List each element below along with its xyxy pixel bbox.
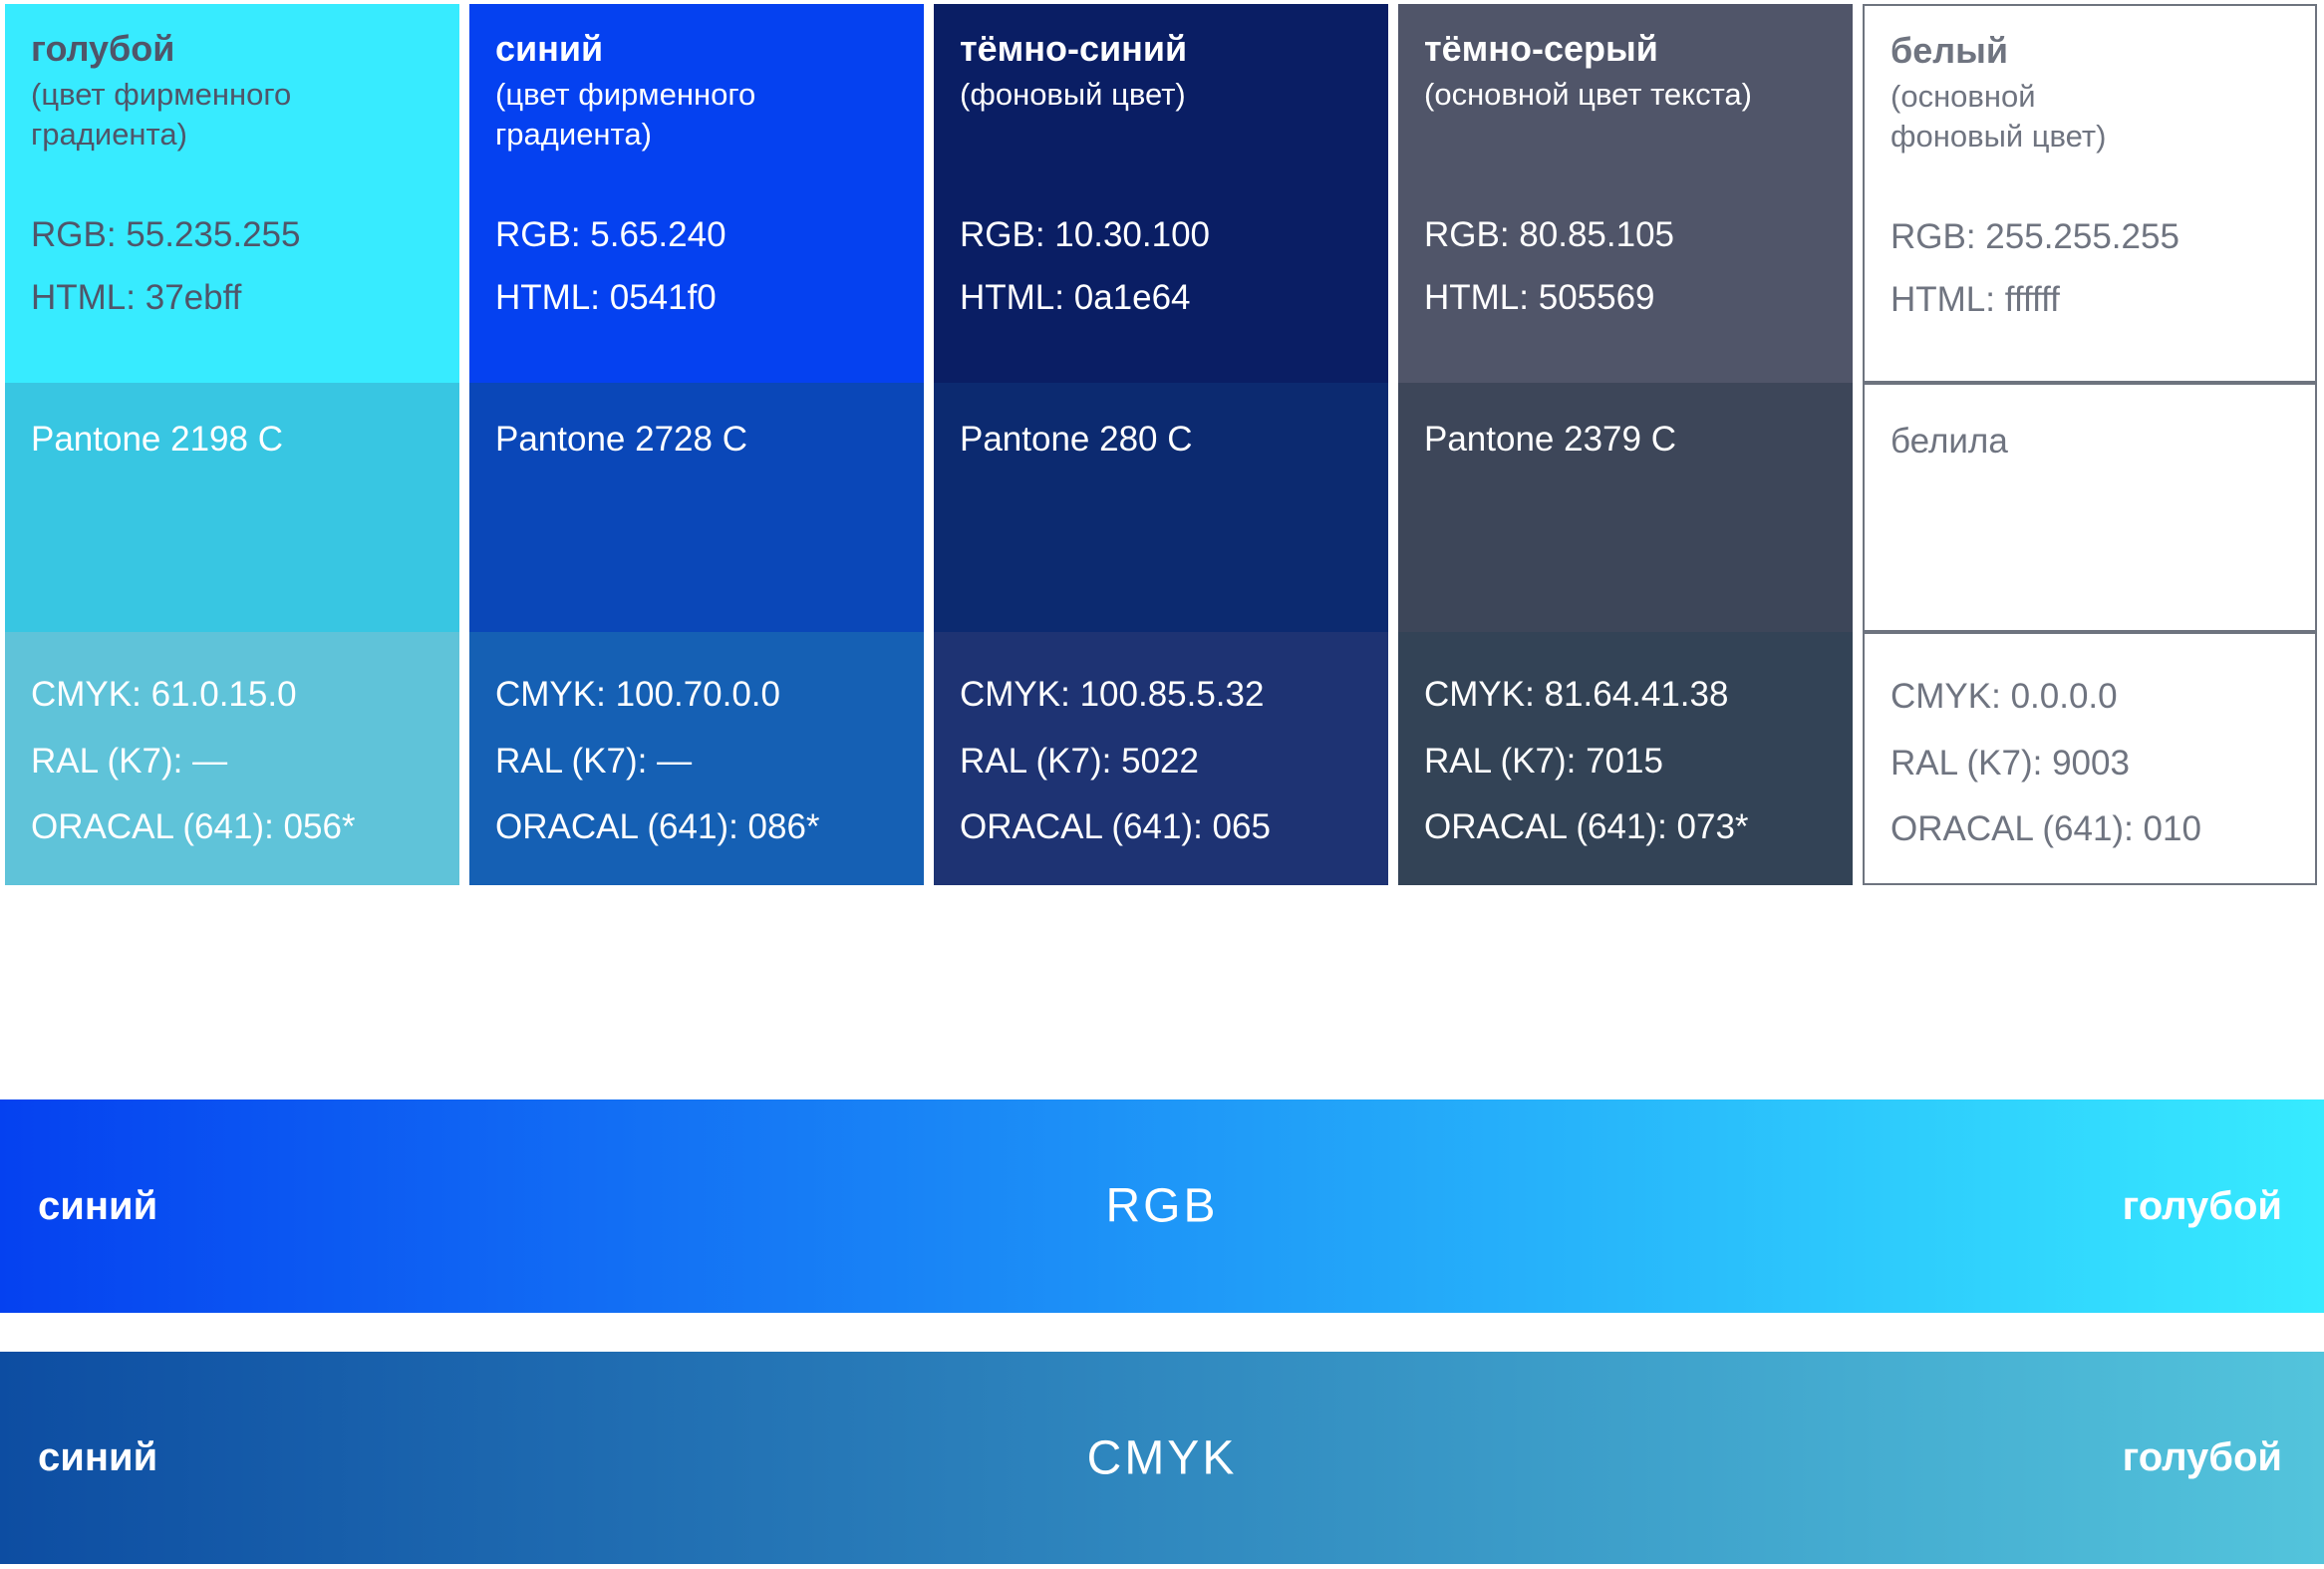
rgb-value: RGB: 80.85.105 (1424, 215, 1674, 254)
palette-column-light-blue: голубой (цвет фирменного градиента) RGB:… (5, 4, 459, 885)
pantone-value: белила (1890, 422, 2008, 461)
oracal-value: ORACAL (641): 010 (1890, 809, 2201, 848)
oracal-value: ORACAL (641): 065 (960, 807, 1271, 846)
color-description: (основной цвет текста) (1424, 77, 1752, 112)
pantone-cell: белила (1863, 383, 2317, 632)
html-value: HTML: 0a1e64 (960, 278, 1191, 317)
print-codes-cell: CMYK: 0.0.0.0 RAL (K7): 9003 ORACAL (641… (1863, 632, 2317, 885)
color-main-cell: тёмно-серый (основной цвет текста) RGB: … (1398, 4, 1853, 383)
screen-codes: RGB: 10.30.100 HTML: 0a1e64 (960, 203, 1362, 329)
print-codes-cell: CMYK: 61.0.15.0 RAL (K7): — ORACAL (641)… (5, 632, 459, 885)
ral-value: RAL (K7): 9003 (1890, 743, 2130, 783)
palette-column-dark-gray: тёмно-серый (основной цвет текста) RGB: … (1398, 4, 1853, 885)
color-description: (цвет фирменного градиента) (495, 77, 756, 153)
gradient-left-label: синий (38, 1435, 158, 1479)
html-value: HTML: 0541f0 (495, 278, 717, 317)
oracal-value: ORACAL (641): 086* (495, 807, 820, 846)
color-description: (цвет фирменного градиента) (31, 77, 292, 153)
screen-codes: RGB: 255.255.255 HTML: ffffff (1890, 205, 2289, 331)
screen-codes: RGB: 80.85.105 HTML: 505569 (1424, 203, 1827, 329)
pantone-cell: Pantone 2728 C (469, 383, 924, 632)
gradient-bar-cmyk: синий CMYK голубой (0, 1352, 2324, 1564)
palette-column-dark-blue: тёмно-синий (фоновый цвет) RGB: 10.30.10… (934, 4, 1388, 885)
pantone-cell: Pantone 280 C (934, 383, 1388, 632)
print-codes-cell: CMYK: 81.64.41.38 RAL (K7): 7015 ORACAL … (1398, 632, 1853, 885)
color-main-cell: голубой (цвет фирменного градиента) RGB:… (5, 4, 459, 383)
color-name: белый (1890, 30, 2009, 71)
palette-column-white: белый (основной фоновый цвет) RGB: 255.2… (1863, 4, 2317, 885)
ral-value: RAL (K7): — (495, 741, 693, 781)
color-head: белый (основной фоновый цвет) (1890, 28, 2289, 205)
color-head: синий (цвет фирменного градиента) (495, 26, 898, 203)
pantone-value: Pantone 2379 C (1424, 420, 1676, 459)
cmyk-value: CMYK: 100.85.5.32 (960, 675, 1265, 714)
pantone-value: Pantone 280 C (960, 420, 1193, 459)
color-main-cell: белый (основной фоновый цвет) RGB: 255.2… (1863, 4, 2317, 383)
cmyk-value: CMYK: 0.0.0.0 (1890, 677, 2118, 716)
oracal-value: ORACAL (641): 073* (1424, 807, 1749, 846)
print-codes-cell: CMYK: 100.85.5.32 RAL (K7): 5022 ORACAL … (934, 632, 1388, 885)
rgb-value: RGB: 10.30.100 (960, 215, 1210, 254)
pantone-value: Pantone 2728 C (495, 420, 747, 459)
oracal-value: ORACAL (641): 056* (31, 807, 356, 846)
gradient-left-label: синий (38, 1183, 158, 1228)
color-main-cell: синий (цвет фирменного градиента) RGB: 5… (469, 4, 924, 383)
gradient-bar-rgb: синий RGB голубой (0, 1099, 2324, 1313)
print-codes-cell: CMYK: 100.70.0.0 RAL (K7): — ORACAL (641… (469, 632, 924, 885)
color-main-cell: тёмно-синий (фоновый цвет) RGB: 10.30.10… (934, 4, 1388, 383)
cmyk-value: CMYK: 61.0.15.0 (31, 675, 297, 714)
color-head: тёмно-серый (основной цвет текста) (1424, 26, 1827, 203)
gradient-center-label: CMYK (1086, 1431, 1238, 1484)
palette-column-blue: синий (цвет фирменного градиента) RGB: 5… (469, 4, 924, 885)
color-table: голубой (цвет фирменного градиента) RGB:… (5, 4, 2317, 885)
pantone-cell: Pantone 2198 C (5, 383, 459, 632)
color-description: (основной фоновый цвет) (1890, 79, 2107, 155)
color-name: голубой (31, 28, 175, 69)
color-name: синий (495, 28, 604, 69)
rgb-value: RGB: 255.255.255 (1890, 217, 2179, 256)
ral-value: RAL (K7): — (31, 741, 228, 781)
ral-value: RAL (K7): 5022 (960, 741, 1199, 781)
gradient-right-label: голубой (2122, 1435, 2282, 1479)
rgb-value: RGB: 55.235.255 (31, 215, 301, 254)
html-value: HTML: ffffff (1890, 280, 2060, 319)
screen-codes: RGB: 55.235.255 HTML: 37ebff (31, 203, 434, 329)
gradient-right-label: голубой (2122, 1183, 2282, 1228)
color-name: тёмно-серый (1424, 28, 1658, 69)
color-head: тёмно-синий (фоновый цвет) (960, 26, 1362, 203)
rgb-value: RGB: 5.65.240 (495, 215, 726, 254)
pantone-value: Pantone 2198 C (31, 420, 283, 459)
html-value: HTML: 37ebff (31, 278, 242, 317)
color-description: (фоновый цвет) (960, 77, 1186, 112)
cmyk-value: CMYK: 100.70.0.0 (495, 675, 780, 714)
gradient-center-label: RGB (1105, 1179, 1219, 1233)
cmyk-value: CMYK: 81.64.41.38 (1424, 675, 1729, 714)
ral-value: RAL (K7): 7015 (1424, 741, 1663, 781)
screen-codes: RGB: 5.65.240 HTML: 0541f0 (495, 203, 898, 329)
pantone-cell: Pantone 2379 C (1398, 383, 1853, 632)
html-value: HTML: 505569 (1424, 278, 1655, 317)
color-name: тёмно-синий (960, 28, 1188, 69)
color-head: голубой (цвет фирменного градиента) (31, 26, 434, 203)
